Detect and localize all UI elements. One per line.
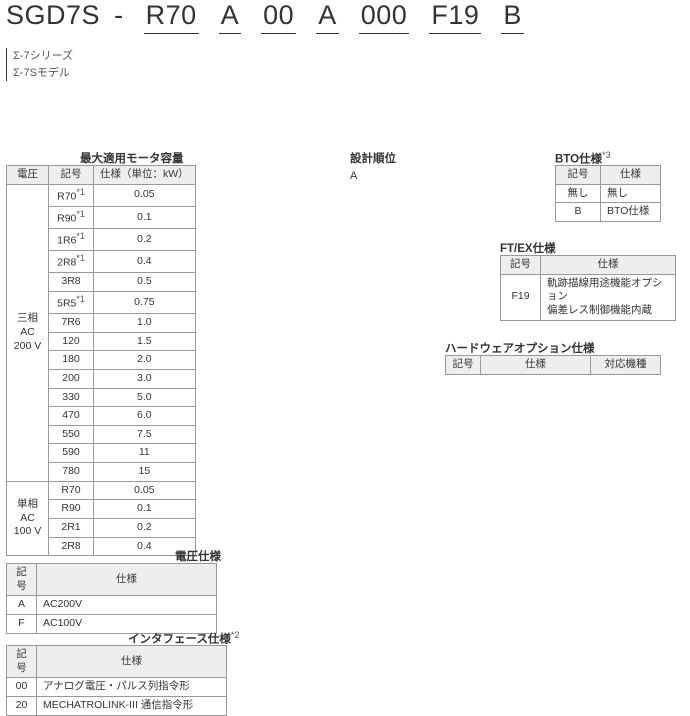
table-row: 20MECHATROLINK-III 通信指令形 [7, 696, 227, 715]
table-row: 単相 AC 100 VR700.05 [7, 481, 196, 500]
partno-seg-6: B [501, 0, 524, 34]
bto-head-code: 記号 [556, 166, 601, 185]
table-row: BBTO仕様 [556, 203, 661, 222]
ftex-head-code: 記号 [501, 256, 541, 275]
bto-head-spec: 仕様 [601, 166, 661, 185]
if-head-spec: 仕様 [37, 646, 227, 678]
hw-option-label: ハードウェアオプション仕様 [445, 340, 595, 356]
partno-seg-4: 000 [359, 0, 410, 34]
vs-head-spec: 仕様 [37, 564, 217, 596]
hw-head-code: 記号 [446, 356, 481, 375]
voltage-spec-table: 記号 仕様 AAC200VFAC100V [6, 563, 217, 634]
mc-head-code: 記号 [49, 166, 94, 185]
bto-title-note: *3 [602, 150, 611, 160]
mc-head-spec: 仕様（単位：kW） [94, 166, 196, 185]
design-rev-block: 設計順位 A [350, 150, 396, 182]
ftex-table: 記号 仕様 F19軌跡描線用途機能オプション 偏差レス制御機能内蔵 [500, 255, 676, 321]
series-line-1: Σ-7Sモデル [13, 65, 73, 82]
if-title: インタフェース仕様 [128, 634, 231, 646]
table-row: 三相 AC 200 VR70*10.05 [7, 184, 196, 206]
ftex-label: FT/EX仕様 [500, 240, 556, 256]
hw-option-table: 記号 仕様 対応機種 [445, 355, 661, 375]
partno-seg-5: F19 [429, 0, 481, 34]
table-row: F19軌跡描線用途機能オプション 偏差レス制御機能内蔵 [501, 274, 676, 320]
bto-table: 記号 仕様 無し無しBBTO仕様 [555, 165, 661, 222]
mc-voltgroup-a: 三相 AC 200 V [7, 184, 49, 481]
series-line-0: Σ-7シリーズ [13, 48, 73, 65]
partno-seg-1: A [219, 0, 242, 34]
hw-head-spec: 仕様 [481, 356, 591, 375]
mc-head-volt: 電圧 [7, 166, 49, 185]
hw-head-model: 対応機種 [591, 356, 661, 375]
motor-capacity-table: 電圧 記号 仕様（単位：kW） 三相 AC 200 VR70*10.05R90*… [6, 165, 196, 556]
part-number: SGD7S - R70 A 00 A 000 F19 B [6, 0, 530, 34]
interface-spec-table: 記号 仕様 00アナログ電圧・パルス列指令形20MECHATROLINK-III… [6, 645, 227, 716]
ftex-head-spec: 仕様 [541, 256, 676, 275]
partno-seg-0: R70 [144, 0, 199, 34]
if-head-code: 記号 [7, 646, 37, 678]
design-rev-title: 設計順位 [350, 150, 396, 166]
bto-title: BTO仕様 [555, 154, 602, 166]
table-row: 無し無し [556, 184, 661, 203]
voltage-spec-label: 電圧仕様 [175, 548, 221, 564]
motor-capacity-label: 最大適用モータ容量 [80, 150, 184, 166]
vs-head-code: 記号 [7, 564, 37, 596]
partno-prefix: SGD7S [6, 0, 100, 31]
table-row: AAC200V [7, 596, 217, 615]
series-block: Σ-7シリーズ Σ-7Sモデル [6, 48, 73, 81]
mc-voltgroup-b: 単相 AC 100 V [7, 481, 49, 556]
table-row: 00アナログ電圧・パルス列指令形 [7, 678, 227, 697]
design-rev-value: A [350, 170, 396, 182]
partno-seg-3: A [316, 0, 339, 34]
partno-dash: - [114, 0, 124, 31]
partno-seg-2: 00 [261, 0, 296, 34]
if-title-note: *2 [231, 630, 240, 640]
